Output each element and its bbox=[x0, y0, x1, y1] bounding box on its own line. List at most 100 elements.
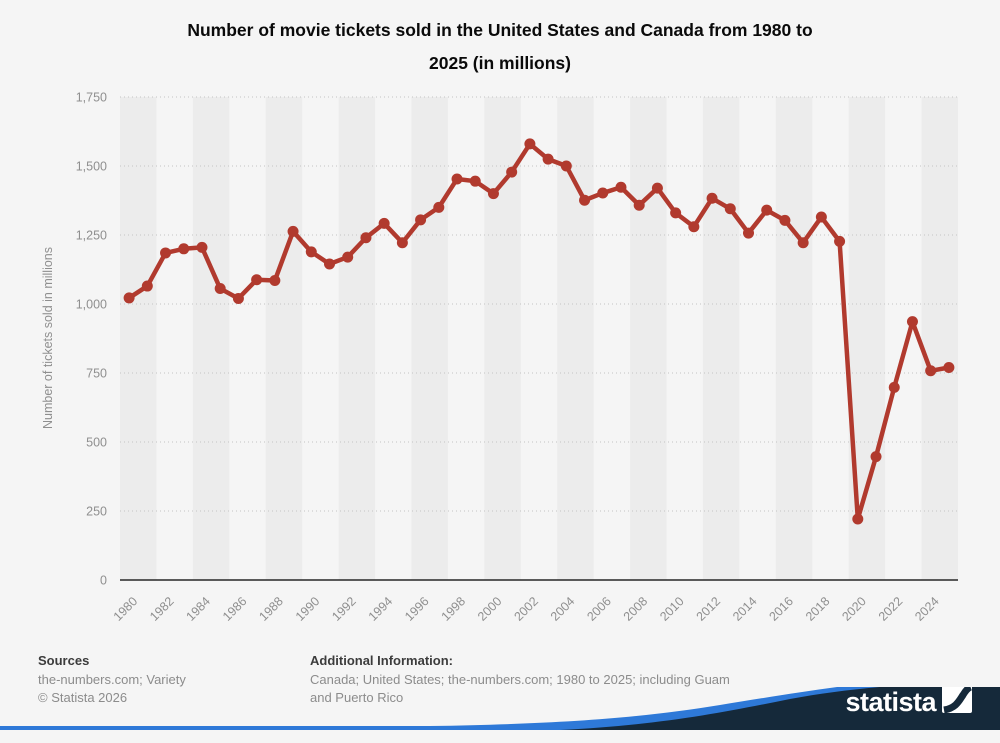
data-point-2025[interactable] bbox=[943, 361, 955, 373]
data-point-1999[interactable] bbox=[469, 175, 481, 187]
data-point-2020[interactable] bbox=[852, 513, 864, 525]
data-point-2013[interactable] bbox=[724, 203, 736, 215]
data-point-2017[interactable] bbox=[797, 237, 809, 249]
data-point-1986[interactable] bbox=[232, 292, 244, 304]
plot-band bbox=[120, 97, 157, 580]
x-tick-label-1984: 1984 bbox=[184, 594, 214, 624]
plot-band bbox=[921, 97, 958, 580]
data-point-2019[interactable] bbox=[834, 235, 846, 247]
additional-info-line2: and Puerto Rico bbox=[310, 690, 404, 705]
x-tick-label-2014: 2014 bbox=[730, 594, 760, 624]
x-tick-label-1994: 1994 bbox=[366, 594, 396, 624]
chart-title: Number of movie tickets sold in the Unit… bbox=[0, 14, 1000, 80]
x-tick-label-2000: 2000 bbox=[475, 594, 505, 624]
data-point-1987[interactable] bbox=[251, 274, 263, 286]
x-tick-label-2006: 2006 bbox=[584, 594, 614, 624]
data-point-2007[interactable] bbox=[615, 181, 627, 193]
x-tick-label-2002: 2002 bbox=[511, 594, 541, 624]
data-point-2014[interactable] bbox=[743, 227, 754, 239]
data-point-1997[interactable] bbox=[433, 201, 445, 213]
data-point-1992[interactable] bbox=[342, 251, 354, 263]
banner-navy-wave bbox=[560, 687, 1000, 730]
data-point-1985[interactable] bbox=[214, 283, 226, 295]
data-point-1982[interactable] bbox=[160, 247, 172, 259]
data-point-1989[interactable] bbox=[287, 225, 299, 237]
y-tick-label-1750: 1,750 bbox=[76, 91, 107, 105]
data-point-2022[interactable] bbox=[888, 381, 900, 393]
plot-band bbox=[484, 97, 521, 580]
x-tick-label-2022: 2022 bbox=[876, 594, 906, 624]
y-axis-title: Number of tickets sold in millions bbox=[41, 247, 55, 429]
data-point-2009[interactable] bbox=[651, 182, 663, 194]
x-tick-label-2010: 2010 bbox=[657, 594, 687, 624]
data-point-1980[interactable] bbox=[123, 292, 135, 304]
data-point-2012[interactable] bbox=[706, 192, 718, 204]
plot-band bbox=[557, 97, 594, 580]
y-tick-label-1500: 1,500 bbox=[76, 160, 107, 174]
y-tick-label-1250: 1,250 bbox=[76, 229, 107, 243]
y-tick-label-500: 500 bbox=[86, 436, 107, 450]
data-point-1996[interactable] bbox=[415, 214, 427, 226]
x-tick-label-2016: 2016 bbox=[766, 594, 796, 624]
chart-title-line1: Number of movie tickets sold in the Unit… bbox=[187, 20, 813, 40]
data-point-1981[interactable] bbox=[141, 280, 153, 292]
data-line bbox=[126, 141, 952, 522]
data-point-2021[interactable] bbox=[870, 451, 882, 463]
data-point-1994[interactable] bbox=[378, 217, 390, 229]
data-point-2018[interactable] bbox=[815, 211, 827, 223]
additional-info-block: Additional Information: Canada; United S… bbox=[310, 652, 730, 707]
data-point-1993[interactable] bbox=[360, 232, 372, 244]
data-point-2005[interactable] bbox=[579, 194, 591, 206]
data-point-2008[interactable] bbox=[633, 199, 645, 211]
data-point-1990[interactable] bbox=[305, 246, 317, 258]
data-point-1988[interactable] bbox=[269, 275, 281, 287]
data-point-2003[interactable] bbox=[542, 153, 554, 165]
data-point-2015[interactable] bbox=[761, 204, 773, 216]
additional-info-line1: Canada; United States; the-numbers.com; … bbox=[310, 672, 730, 687]
x-tick-label-2024: 2024 bbox=[912, 594, 942, 624]
data-point-2011[interactable] bbox=[688, 221, 700, 233]
data-point-2024[interactable] bbox=[925, 365, 937, 377]
data-point-2010[interactable] bbox=[670, 207, 682, 219]
data-point-1991[interactable] bbox=[324, 258, 335, 270]
plot-band bbox=[848, 97, 886, 580]
additional-info-heading: Additional Information: bbox=[310, 653, 453, 668]
data-point-2004[interactable] bbox=[560, 160, 572, 172]
plot-band bbox=[411, 97, 448, 580]
plot-band bbox=[630, 97, 667, 580]
data-point-2023[interactable] bbox=[906, 316, 918, 328]
x-tick-label-2020: 2020 bbox=[839, 594, 869, 624]
plot-band bbox=[192, 97, 230, 580]
x-tick-label-2012: 2012 bbox=[694, 594, 724, 624]
data-point-2002[interactable] bbox=[524, 138, 536, 150]
x-tick-label-1996: 1996 bbox=[402, 594, 432, 624]
data-point-1998[interactable] bbox=[451, 173, 463, 185]
data-point-1995[interactable] bbox=[396, 237, 408, 249]
plot-band bbox=[775, 97, 813, 580]
data-point-1984[interactable] bbox=[196, 241, 208, 253]
brand-banner: statista bbox=[0, 687, 1000, 730]
sources-line: the-numbers.com; Variety bbox=[38, 672, 186, 687]
x-tick-label-1990: 1990 bbox=[293, 594, 323, 624]
copyright-line: © Statista 2026 bbox=[38, 690, 128, 705]
data-point-2001[interactable] bbox=[506, 166, 518, 178]
data-point-1983[interactable] bbox=[178, 243, 190, 255]
x-tick-label-1982: 1982 bbox=[147, 594, 177, 624]
data-point-2000[interactable] bbox=[487, 188, 499, 200]
chart-title-line2: 2025 (in millions) bbox=[429, 53, 571, 73]
statista-wordmark: statista bbox=[845, 687, 937, 717]
x-tick-label-1992: 1992 bbox=[329, 594, 359, 624]
data-point-2006[interactable] bbox=[597, 187, 609, 199]
x-tick-label-1986: 1986 bbox=[220, 594, 250, 624]
x-tick-label-1980: 1980 bbox=[111, 594, 141, 624]
y-tick-label-750: 750 bbox=[86, 367, 107, 381]
line-chart: 0 250 500 750 1,000 1,250 1,500 1,750 Number of … bbox=[41, 91, 958, 624]
y-tick-label-1000: 1,000 bbox=[76, 298, 107, 312]
sources-heading: Sources bbox=[38, 653, 90, 668]
x-tick-label-1988: 1988 bbox=[256, 594, 286, 624]
data-point-2016[interactable] bbox=[779, 214, 791, 226]
y-tick-label-0: 0 bbox=[100, 574, 107, 588]
x-tick-label-2008: 2008 bbox=[621, 594, 651, 624]
x-tick-label-2018: 2018 bbox=[803, 594, 833, 624]
